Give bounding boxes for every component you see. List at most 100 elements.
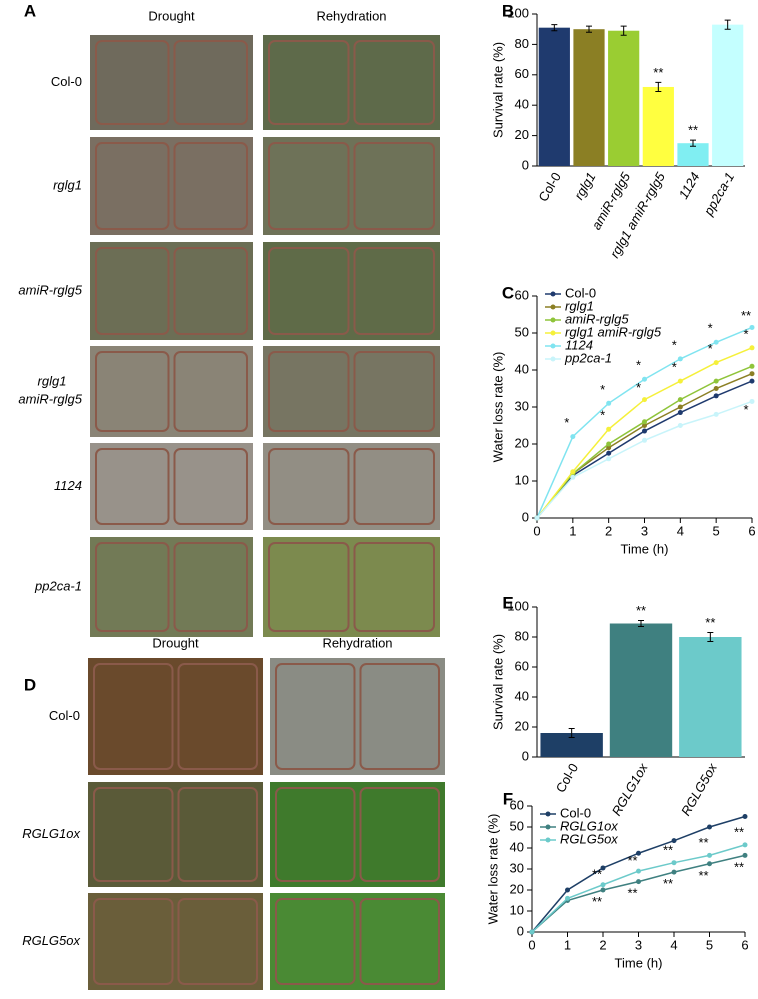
y-tick-label: 80 [515,628,529,643]
bar [573,29,605,167]
y-tick-label: 20 [515,718,529,733]
pot [173,247,248,335]
data-point [606,445,612,451]
x-tick-label: Col-0 [553,761,582,795]
data-point [749,324,755,330]
significance: * [743,402,748,417]
data-point [570,474,576,480]
legend-marker [550,343,556,349]
y-axis-label: Water loss rate (%) [490,352,505,463]
data-point [742,814,748,819]
plant-photo [263,443,440,530]
significance: ** [698,835,708,850]
pot [177,787,258,882]
x-tick-label: 0 [533,523,540,538]
y-tick-label: 10 [515,472,529,487]
pot [268,448,350,525]
y-tick-label: 50 [510,818,524,833]
row-label: pp2ca-1 [34,578,82,593]
pot [173,142,248,230]
plant-photo [90,137,253,235]
y-axis-label: Survival rate (%) [490,42,505,138]
data-point [642,423,647,428]
legend-marker [550,317,556,323]
significance: * [636,380,641,395]
pot [95,40,170,125]
plant-photo [270,658,445,775]
row-label: rglg1 [53,177,82,192]
data-point [642,397,647,403]
data-point [677,423,683,428]
panel-letter: F [503,789,513,808]
data-line [531,844,746,933]
y-tick-label: 10 [510,902,524,917]
significance: ** [653,65,663,80]
legend-label: pp2ca-1 [564,350,612,365]
bar [712,24,744,166]
x-axis-label: Time (h) [615,955,663,970]
data-point [642,419,647,425]
significance: ** [627,853,637,868]
x-tick-label: RGLG5ox [678,760,720,818]
data-point [707,852,712,858]
x-tick-label: 2 [599,937,606,952]
data-point [749,398,755,404]
data-point [570,434,576,440]
x-tick-label: rglg1 [571,170,598,203]
significance: * [672,337,677,352]
data-point [636,868,641,874]
data-point [713,393,719,399]
pot [359,787,440,882]
plant-photo [270,782,445,887]
data-point [713,386,719,391]
plant-photo [263,35,440,130]
data-point [671,838,677,844]
data-point [742,852,748,858]
y-axis-label: Survival rate (%) [490,634,505,730]
plant-photo [270,893,445,990]
legend-label: Col-0 [565,285,596,300]
plant-photo [88,658,263,775]
error-bar [586,25,592,33]
legend-label: rglg1 [565,298,594,313]
data-point [570,469,576,475]
error-bar [690,139,696,147]
panel-letter: D [24,675,36,694]
data-point [529,929,535,935]
significance: * [636,358,641,373]
data-point [606,426,612,432]
y-tick-label: 60 [510,797,524,812]
plant-photo [90,443,253,530]
pot [359,663,440,770]
pot [95,448,170,525]
significance: * [600,382,605,397]
plant-photo [88,893,263,990]
significance: * [743,326,748,341]
significance: ** [698,868,708,883]
significance: * [600,408,605,423]
legend-label: rglg1 amiR-rglg5 [565,324,662,339]
significance: ** [734,859,744,874]
x-tick-label: 1124 [676,170,703,202]
pot [353,142,435,230]
legend-label: 1124 [565,337,593,352]
panel-letter: E [502,593,513,612]
data-point [636,850,641,856]
pot [177,898,258,985]
legend-label: RGLG1ox [560,818,618,833]
data-point [606,450,612,456]
x-tick-label: 5 [706,937,713,952]
data-point [565,895,570,901]
y-tick-label: 40 [515,97,529,112]
pot [353,247,435,335]
significance: ** [741,308,751,323]
x-tick-label: 1 [564,937,571,952]
data-point [677,410,683,416]
row-label: Col-0 [49,708,80,723]
plant-photo [263,537,440,637]
significance: * [672,360,677,375]
data-point [713,339,719,345]
data-point [671,860,677,866]
panel-letter: B [502,1,514,20]
